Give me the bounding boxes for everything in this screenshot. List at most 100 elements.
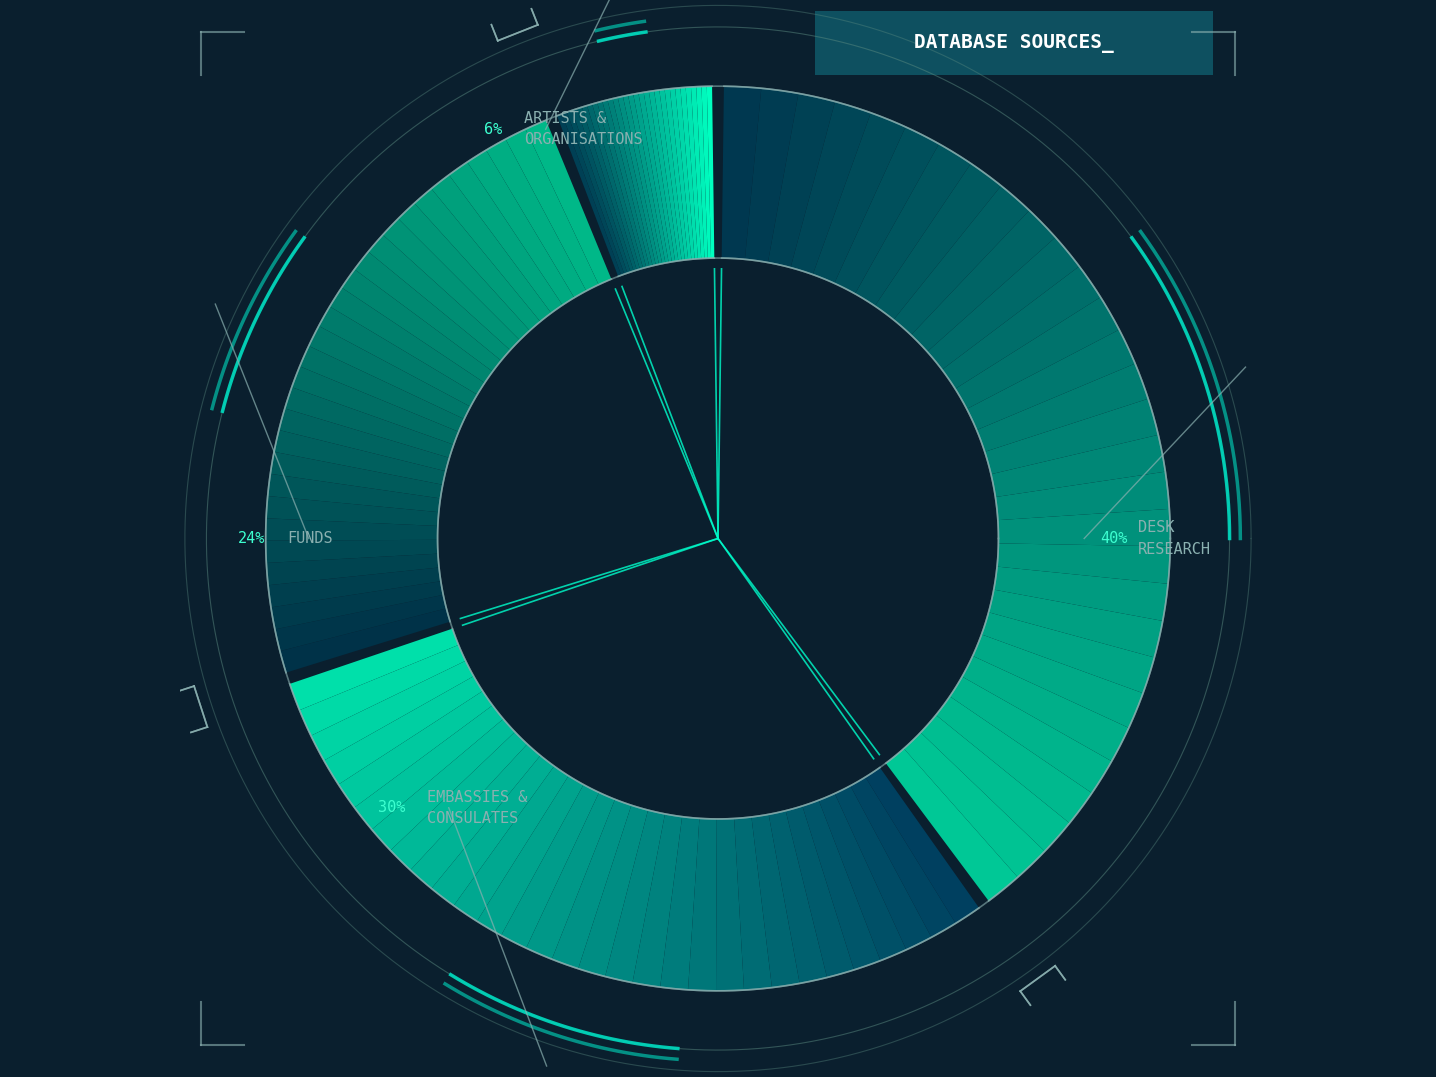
- Wedge shape: [467, 150, 574, 305]
- Wedge shape: [290, 629, 458, 710]
- Wedge shape: [309, 326, 471, 419]
- Text: 30%: 30%: [378, 800, 406, 815]
- Wedge shape: [577, 107, 633, 272]
- Wedge shape: [597, 101, 646, 268]
- Wedge shape: [955, 297, 1119, 409]
- Wedge shape: [994, 567, 1167, 621]
- Wedge shape: [949, 676, 1111, 793]
- Wedge shape: [936, 697, 1091, 823]
- Wedge shape: [355, 252, 501, 372]
- Wedge shape: [605, 810, 665, 982]
- Wedge shape: [966, 330, 1134, 430]
- Wedge shape: [449, 162, 563, 313]
- Wedge shape: [681, 87, 698, 260]
- Wedge shape: [893, 185, 1030, 335]
- Wedge shape: [669, 88, 691, 260]
- Wedge shape: [572, 109, 630, 274]
- Wedge shape: [717, 819, 744, 991]
- Wedge shape: [266, 540, 438, 563]
- Wedge shape: [454, 766, 569, 921]
- Wedge shape: [567, 111, 628, 275]
- Wedge shape: [702, 86, 711, 258]
- Wedge shape: [398, 204, 530, 340]
- Wedge shape: [292, 366, 458, 445]
- Wedge shape: [655, 90, 682, 261]
- Wedge shape: [982, 612, 1155, 694]
- Wedge shape: [696, 86, 708, 258]
- Wedge shape: [266, 554, 439, 585]
- Wedge shape: [267, 474, 441, 513]
- Wedge shape: [342, 269, 493, 383]
- Wedge shape: [997, 544, 1170, 584]
- Wedge shape: [643, 92, 675, 262]
- Wedge shape: [284, 388, 454, 458]
- Wedge shape: [368, 235, 510, 361]
- Wedge shape: [557, 114, 622, 277]
- Wedge shape: [834, 786, 932, 950]
- Wedge shape: [985, 398, 1159, 474]
- Wedge shape: [813, 113, 906, 283]
- Wedge shape: [271, 582, 444, 629]
- Wedge shape: [279, 408, 449, 472]
- Wedge shape: [526, 793, 615, 960]
- Wedge shape: [665, 88, 688, 260]
- Wedge shape: [903, 732, 1045, 878]
- Wedge shape: [551, 799, 632, 968]
- Text: FUNDS: FUNDS: [287, 531, 333, 546]
- Wedge shape: [325, 676, 482, 784]
- Wedge shape: [972, 634, 1143, 728]
- Wedge shape: [803, 800, 880, 970]
- Wedge shape: [920, 715, 1070, 851]
- Wedge shape: [330, 288, 485, 394]
- Wedge shape: [280, 609, 449, 673]
- Wedge shape: [751, 814, 800, 988]
- Wedge shape: [659, 89, 685, 261]
- Wedge shape: [526, 121, 612, 284]
- Wedge shape: [791, 101, 870, 275]
- Wedge shape: [319, 307, 477, 407]
- Wedge shape: [633, 94, 669, 263]
- Wedge shape: [269, 568, 441, 607]
- Text: ARTISTS &
ORGANISATIONS: ARTISTS & ORGANISATIONS: [524, 111, 643, 148]
- Wedge shape: [942, 266, 1100, 389]
- Wedge shape: [886, 749, 1018, 901]
- Wedge shape: [372, 719, 516, 851]
- Wedge shape: [415, 188, 540, 331]
- Wedge shape: [579, 806, 648, 977]
- Wedge shape: [300, 346, 464, 432]
- Wedge shape: [866, 768, 979, 923]
- Text: 6%: 6%: [484, 122, 503, 137]
- FancyBboxPatch shape: [816, 11, 1213, 75]
- Wedge shape: [768, 94, 836, 267]
- Wedge shape: [928, 237, 1080, 369]
- Wedge shape: [850, 778, 956, 937]
- Wedge shape: [339, 691, 493, 808]
- Wedge shape: [501, 785, 599, 948]
- Wedge shape: [707, 86, 714, 258]
- Wedge shape: [834, 127, 939, 294]
- Wedge shape: [745, 88, 798, 263]
- Wedge shape: [355, 705, 504, 829]
- Wedge shape: [411, 744, 540, 889]
- Wedge shape: [661, 816, 699, 990]
- Wedge shape: [266, 496, 439, 526]
- Wedge shape: [632, 814, 682, 988]
- Wedge shape: [623, 95, 662, 264]
- Wedge shape: [587, 104, 640, 270]
- Wedge shape: [639, 93, 672, 263]
- Wedge shape: [976, 364, 1149, 452]
- Wedge shape: [431, 756, 554, 906]
- Wedge shape: [300, 645, 465, 736]
- Wedge shape: [391, 732, 527, 870]
- Wedge shape: [270, 452, 442, 499]
- Wedge shape: [266, 518, 438, 541]
- Wedge shape: [505, 129, 599, 291]
- Wedge shape: [998, 509, 1170, 546]
- Wedge shape: [691, 86, 705, 258]
- Wedge shape: [274, 595, 447, 652]
- Wedge shape: [431, 174, 551, 322]
- Wedge shape: [685, 87, 701, 258]
- Wedge shape: [592, 102, 643, 269]
- Wedge shape: [487, 139, 586, 297]
- Wedge shape: [617, 96, 659, 265]
